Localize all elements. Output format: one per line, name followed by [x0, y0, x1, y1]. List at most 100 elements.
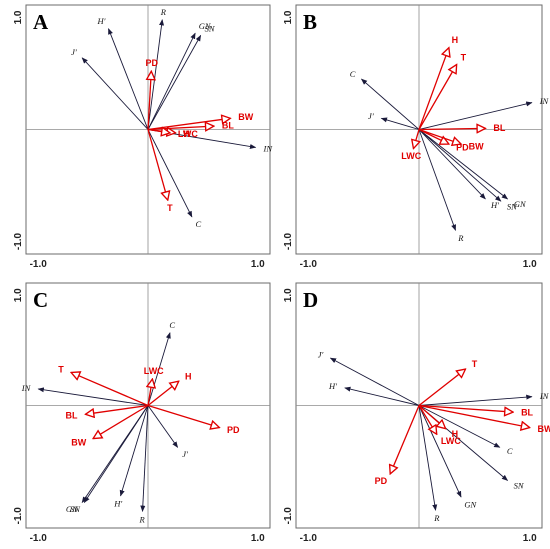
species-vector-arrow	[329, 357, 420, 406]
species-vector-label: R	[138, 514, 145, 524]
trait-vector-arrow	[413, 129, 419, 149]
trait-vector-label: BW	[238, 112, 253, 122]
trait-vector-arrow	[418, 128, 449, 145]
trait-vector-arrow	[85, 404, 149, 415]
species-vector-arrow	[418, 405, 462, 498]
species-vector-label: IN	[262, 144, 273, 154]
trait-vector-arrow	[418, 405, 446, 429]
panel-letter: D	[303, 288, 318, 312]
y-tick-label: 1.0	[283, 10, 294, 24]
species-vector-arrow	[147, 34, 202, 130]
y-tick-label: -1.0	[283, 507, 294, 525]
y-tick-label: -1.0	[13, 232, 24, 250]
species-vector-arrow	[147, 405, 179, 448]
trait-vector-label: H	[452, 429, 459, 439]
trait-vector-label: BW	[469, 142, 484, 152]
x-tick-label: 1.0	[251, 259, 265, 270]
trait-vector-arrow	[147, 130, 170, 133]
species-vector-label: C	[350, 69, 356, 79]
species-vector-arrow	[418, 101, 533, 130]
species-vector-label: H′	[97, 16, 106, 26]
species-vector-arrow	[418, 394, 533, 406]
species-vector-arrow	[418, 129, 502, 202]
trait-vector-arrow	[418, 404, 530, 428]
trait-vector-label: T	[58, 364, 64, 374]
x-tick-label: 1.0	[251, 533, 265, 544]
species-vector-arrow	[418, 129, 509, 200]
species-vector-arrow	[147, 332, 171, 406]
species-vector-label: H′	[490, 200, 499, 210]
x-tick-label: -1.0	[30, 533, 48, 544]
trait-vector-arrow	[93, 404, 149, 439]
species-vector-label: R	[457, 233, 464, 243]
trait-vector-label: PD	[375, 476, 388, 486]
species-vector-label: IN	[539, 391, 550, 401]
trait-vector-label: H	[452, 35, 459, 45]
trait-vector-arrow	[147, 404, 219, 428]
species-vector-label: J′	[368, 111, 374, 121]
trait-vector-arrow	[418, 405, 437, 435]
y-tick-label: -1.0	[283, 232, 294, 250]
trait-vector-arrow	[418, 128, 485, 129]
species-vector-label: R	[160, 7, 167, 17]
x-tick-label: 1.0	[523, 533, 537, 544]
trait-vector-arrow	[71, 372, 149, 407]
y-tick-label: 1.0	[283, 288, 294, 302]
trait-vector-arrow	[390, 405, 420, 474]
trait-vector-label: LWC	[144, 366, 164, 376]
species-vector-arrow	[140, 405, 149, 512]
species-vector-arrow	[344, 386, 420, 406]
species-vector-label: H′	[113, 499, 122, 509]
species-vector-label: C	[507, 446, 513, 456]
trait-vector-label: H	[185, 371, 192, 381]
panel-letter: B	[303, 10, 317, 34]
trait-vector-arrow	[418, 48, 449, 130]
trait-vector-arrow	[418, 404, 513, 413]
trait-vector-label: LWC	[178, 129, 198, 139]
trait-vector-arrow	[147, 129, 168, 201]
species-vector-label: SN	[205, 23, 216, 33]
trait-vector-label: LWC	[401, 151, 421, 161]
species-vector-label: GN	[66, 504, 79, 514]
species-vector-arrow	[147, 19, 165, 130]
species-vector-arrow	[418, 405, 501, 448]
trait-vector-label: BW	[71, 438, 86, 448]
trait-vector-arrow	[418, 128, 461, 145]
species-vector-arrow	[360, 78, 420, 130]
species-vector-label: C	[196, 219, 202, 229]
species-vector-label: IN	[21, 383, 32, 393]
y-tick-label: 1.0	[13, 10, 24, 24]
trait-vector-label: BW	[538, 424, 550, 434]
species-vector-label: SN	[507, 201, 518, 211]
species-vector-arrow	[418, 129, 456, 231]
species-vector-arrow	[119, 405, 149, 497]
panel-letter: A	[33, 10, 49, 34]
trait-vector-label: LWC	[441, 436, 461, 446]
species-vector-label: C	[169, 320, 175, 330]
trait-vector-label: PD	[227, 425, 240, 435]
species-vector-label: J′	[71, 47, 77, 57]
species-vector-arrow	[380, 117, 420, 130]
trait-vector-label: BL	[222, 121, 234, 131]
trait-vector-label: T	[461, 53, 467, 63]
trait-vector-arrow	[418, 65, 457, 130]
species-vector-label: J′	[182, 449, 188, 459]
species-vector-label: GN	[199, 21, 212, 31]
species-vector-arrow	[108, 28, 149, 130]
species-vector-label: SN	[70, 504, 81, 514]
x-tick-label: -1.0	[300, 259, 318, 270]
species-vector-arrow	[418, 405, 438, 511]
species-vector-arrow	[418, 129, 486, 200]
trait-vector-label: T	[167, 203, 173, 213]
x-tick-label: -1.0	[30, 259, 48, 270]
species-vector-label: R	[433, 513, 440, 523]
x-tick-label: -1.0	[300, 533, 318, 544]
trait-vector-label: T	[472, 359, 478, 369]
trait-vector-arrow	[418, 369, 465, 407]
trait-vector-arrow	[148, 71, 151, 130]
